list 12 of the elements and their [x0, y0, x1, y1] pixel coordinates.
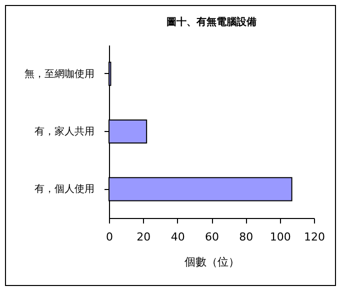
- x-tick-label: 0: [106, 230, 113, 244]
- x-tick-label: 60: [205, 230, 219, 244]
- chart-title: 圖十、有無電腦設備: [166, 16, 256, 28]
- x-tick-label: 40: [170, 230, 185, 244]
- x-tick-label: 80: [239, 230, 254, 244]
- y-tick-label: 有，個人使用: [34, 183, 94, 196]
- y-tick-label: 無，至網咖使用: [24, 68, 94, 80]
- x-tick-label: 120: [304, 230, 325, 244]
- x-tick-label: 20: [136, 230, 151, 244]
- x-axis-title: 個數（位）: [184, 256, 240, 268]
- y-tick-label: 有，家人共用: [34, 126, 94, 138]
- x-tick-label: 100: [270, 230, 291, 244]
